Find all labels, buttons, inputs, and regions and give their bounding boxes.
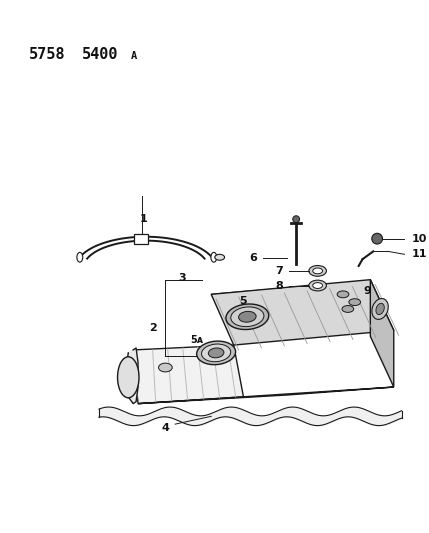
Ellipse shape bbox=[211, 253, 217, 262]
Ellipse shape bbox=[118, 357, 139, 398]
Text: A: A bbox=[131, 51, 137, 61]
Ellipse shape bbox=[337, 291, 349, 298]
Ellipse shape bbox=[342, 305, 354, 312]
Ellipse shape bbox=[313, 268, 323, 274]
Ellipse shape bbox=[313, 282, 323, 288]
Text: 7: 7 bbox=[276, 266, 284, 276]
Bar bbox=[134, 234, 148, 244]
Text: 10: 10 bbox=[411, 233, 427, 244]
Polygon shape bbox=[370, 280, 394, 387]
Polygon shape bbox=[138, 387, 394, 403]
Ellipse shape bbox=[309, 280, 326, 291]
Ellipse shape bbox=[376, 303, 384, 314]
Text: 6: 6 bbox=[249, 253, 257, 263]
Text: 4: 4 bbox=[161, 423, 169, 433]
Text: 11: 11 bbox=[411, 249, 427, 259]
Text: 1: 1 bbox=[140, 214, 148, 224]
Text: 8: 8 bbox=[276, 280, 284, 290]
Ellipse shape bbox=[159, 363, 172, 372]
Text: 5400: 5400 bbox=[82, 47, 118, 62]
Ellipse shape bbox=[309, 265, 326, 276]
Ellipse shape bbox=[208, 348, 224, 358]
Ellipse shape bbox=[215, 254, 224, 260]
Ellipse shape bbox=[226, 304, 269, 329]
Ellipse shape bbox=[349, 298, 361, 305]
Ellipse shape bbox=[202, 344, 231, 362]
Polygon shape bbox=[126, 348, 138, 403]
Ellipse shape bbox=[77, 253, 83, 262]
Text: 5: 5 bbox=[240, 296, 247, 306]
Polygon shape bbox=[133, 345, 243, 403]
Ellipse shape bbox=[231, 307, 264, 327]
Text: 5758: 5758 bbox=[29, 47, 65, 62]
Text: 5ᴀ: 5ᴀ bbox=[190, 335, 203, 345]
Ellipse shape bbox=[372, 298, 388, 319]
Text: 9: 9 bbox=[363, 286, 372, 296]
Ellipse shape bbox=[239, 311, 256, 322]
Polygon shape bbox=[211, 280, 394, 345]
Circle shape bbox=[293, 216, 299, 223]
Circle shape bbox=[372, 233, 383, 244]
Text: 3: 3 bbox=[178, 273, 186, 282]
Polygon shape bbox=[211, 281, 392, 340]
Text: 2: 2 bbox=[149, 324, 157, 334]
Ellipse shape bbox=[196, 341, 236, 365]
